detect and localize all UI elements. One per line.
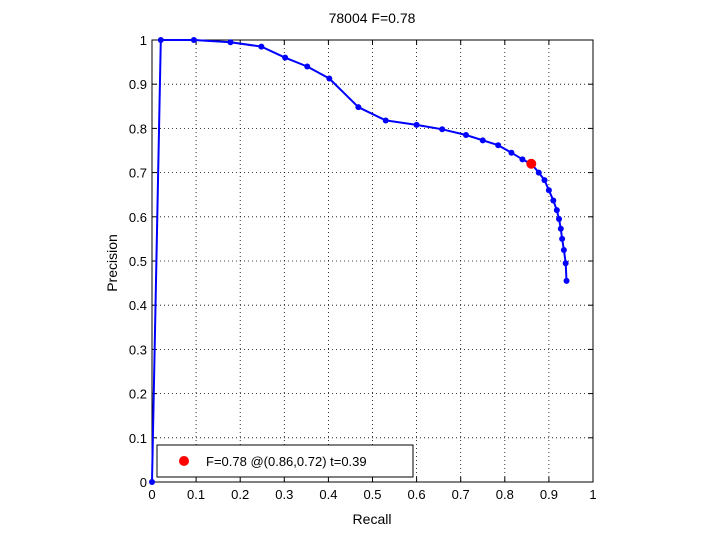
x-axis-title: Recall bbox=[353, 511, 392, 527]
y-tick-label: 0.3 bbox=[129, 342, 147, 357]
pr-curve-point bbox=[157, 37, 164, 43]
pr-curve-point bbox=[562, 260, 569, 267]
legend-marker bbox=[179, 456, 189, 466]
y-tick-label: 0.4 bbox=[129, 298, 147, 313]
x-tick-label: 0.4 bbox=[319, 487, 337, 502]
pr-curve-point bbox=[355, 104, 362, 111]
x-tick-label: 0.6 bbox=[408, 487, 426, 502]
pr-curve-point bbox=[479, 137, 486, 144]
legend: F=0.78 @(0.86,0.72) t=0.39 bbox=[156, 444, 414, 478]
pr-curve-point bbox=[382, 117, 389, 124]
legend-label: F=0.78 @(0.86,0.72) t=0.39 bbox=[206, 454, 367, 469]
x-tick-label: 0 bbox=[148, 487, 155, 502]
y-tick-label: 0.1 bbox=[129, 431, 147, 446]
pr-curve-point bbox=[560, 246, 567, 253]
y-tick-label: 0.5 bbox=[129, 254, 147, 269]
pr-curve-point bbox=[519, 156, 526, 163]
pr-curve-point bbox=[563, 277, 570, 284]
series-layer bbox=[149, 37, 570, 485]
y-axis-title: Precision bbox=[104, 234, 120, 292]
x-tick-label: 1 bbox=[589, 487, 596, 502]
x-tick-label: 0.2 bbox=[231, 487, 249, 502]
pr-curve-point bbox=[556, 216, 563, 223]
pr-curve-point bbox=[282, 54, 289, 61]
y-tick-label: 0.7 bbox=[129, 166, 147, 181]
pr-curve-point bbox=[545, 187, 552, 194]
pr-curve-point bbox=[550, 197, 557, 204]
pr-curve-point bbox=[439, 126, 446, 133]
pr-curve-point bbox=[541, 177, 548, 184]
y-tick-label: 0 bbox=[140, 475, 147, 490]
x-tick-label: 0.5 bbox=[363, 487, 381, 502]
pr-curve-point bbox=[413, 121, 420, 128]
pr-curve-point bbox=[304, 63, 311, 70]
pr-curve-point bbox=[149, 479, 155, 485]
y-tick-label: 0.6 bbox=[129, 210, 147, 225]
pr-curve-point bbox=[495, 142, 502, 149]
x-tick-label: 0.1 bbox=[187, 487, 205, 502]
pr-curve-point bbox=[535, 169, 542, 176]
y-tick-label: 1 bbox=[140, 33, 147, 48]
pr-curve-point bbox=[190, 37, 197, 43]
pr-curve-point bbox=[557, 225, 564, 232]
pr-curve-point bbox=[462, 132, 469, 139]
x-tick-label: 0.7 bbox=[452, 487, 470, 502]
pr-curve-point bbox=[553, 207, 560, 214]
pr-curve-point bbox=[258, 43, 265, 50]
pr-curve-point bbox=[326, 75, 333, 82]
axis-ticks: 0 0.1 0.2 0.3 0.4 0.5 0.6 0.7 0.8 0.9 1 0 0.1 0.2 0.3 0… bbox=[129, 33, 597, 502]
x-tick-label: 0.3 bbox=[275, 487, 293, 502]
x-tick-label: 0.9 bbox=[540, 487, 558, 502]
best-f-point bbox=[526, 158, 537, 169]
x-tick-label: 0.8 bbox=[496, 487, 514, 502]
pr-curve-point bbox=[227, 39, 234, 46]
grid bbox=[152, 40, 593, 482]
pr-curve-point bbox=[559, 235, 566, 242]
y-tick-label: 0.8 bbox=[129, 121, 147, 136]
chart-title: 78004 F=0.78 bbox=[329, 10, 416, 26]
pr-curve-point bbox=[508, 149, 515, 156]
y-tick-label: 0.9 bbox=[129, 77, 147, 92]
legend-box bbox=[156, 444, 414, 478]
y-tick-label: 0.2 bbox=[129, 387, 147, 402]
